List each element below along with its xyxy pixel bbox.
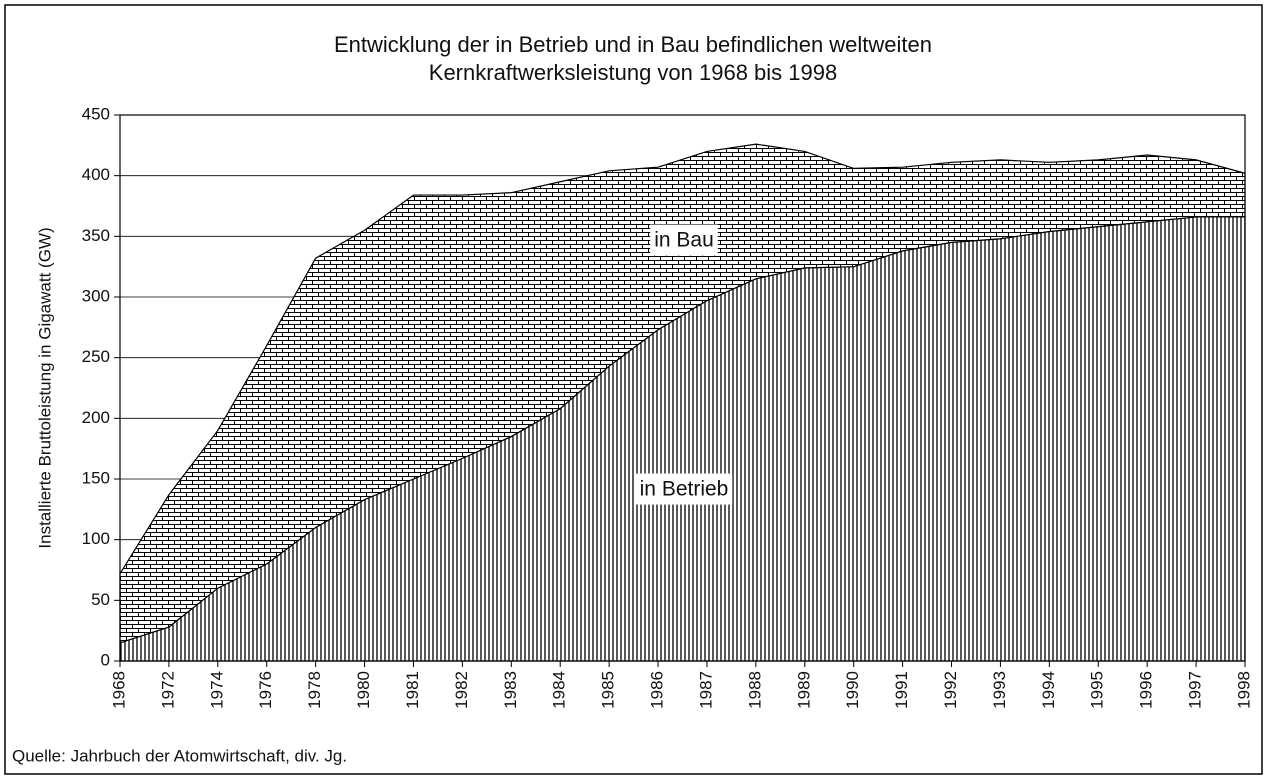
x-tick-label: 1968 [109, 671, 128, 709]
series-label: in Betrieb [640, 478, 729, 501]
x-tick-label: 1986 [648, 671, 667, 709]
y-tick-label: 50 [91, 590, 110, 609]
x-tick-label: 1981 [403, 671, 422, 709]
x-tick-label: 1976 [256, 671, 275, 709]
y-tick-label: 350 [82, 226, 110, 245]
y-tick-label: 250 [82, 347, 110, 366]
x-tick-label: 1978 [305, 671, 324, 709]
series-label-box [650, 224, 718, 256]
x-tick-label: 1990 [843, 671, 862, 709]
source-note: Quelle: Jahrbuch der Atomwirtschaft, div… [12, 746, 347, 765]
x-tick-label: 1996 [1137, 671, 1156, 709]
x-tick-label: 1988 [745, 671, 764, 709]
x-tick-label: 1985 [599, 671, 618, 709]
y-tick-label: 400 [82, 165, 110, 184]
y-tick-label: 450 [82, 104, 110, 123]
x-tick-label: 1998 [1234, 671, 1253, 709]
x-tick-label: 1984 [550, 671, 569, 709]
x-tick-label: 1997 [1186, 671, 1205, 709]
chart-title: Kernkraftwerksleistung von 1968 bis 1998 [429, 60, 837, 85]
x-tick-label: 1989 [794, 671, 813, 709]
frame [4, 4, 1263, 775]
x-tick-label: 1991 [892, 671, 911, 709]
series-label-box [635, 473, 733, 505]
y-tick-label: 150 [82, 468, 110, 487]
plot-border [119, 114, 1246, 662]
series-label: in Bau [654, 229, 714, 252]
x-tick-label: 1993 [990, 671, 1009, 709]
x-tick-label: 1983 [501, 671, 520, 709]
x-tick-label: 1987 [696, 671, 715, 709]
x-tick-label: 1972 [158, 671, 177, 709]
x-tick-label: 1980 [354, 671, 373, 709]
x-tick-label: 1974 [207, 671, 226, 709]
y-axis-label: Installierte Bruttoleistung in Gigawatt … [35, 227, 54, 548]
chart-title: Entwicklung der in Betrieb und in Bau be… [334, 32, 932, 57]
x-tick-label: 1992 [941, 671, 960, 709]
x-tick-label: 1995 [1088, 671, 1107, 709]
y-tick-label: 0 [101, 650, 110, 669]
x-tick-label: 1994 [1039, 671, 1058, 709]
x-tick-label: 1982 [452, 671, 471, 709]
y-tick-label: 200 [82, 408, 110, 427]
y-tick-label: 100 [82, 529, 110, 548]
y-tick-label: 300 [82, 286, 110, 305]
